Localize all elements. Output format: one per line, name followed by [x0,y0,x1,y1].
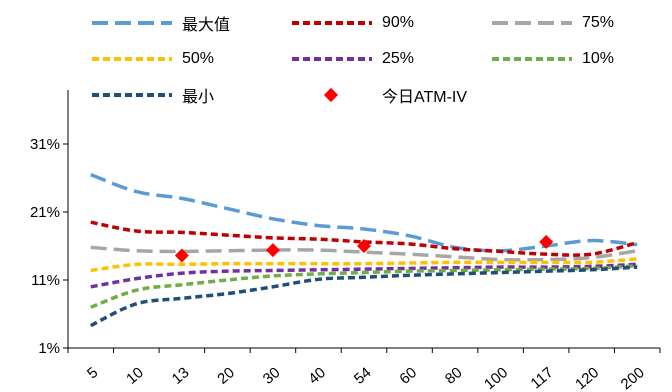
series-line-p25 [90,262,638,289]
legend-item-p90: 90% [292,10,414,36]
legend-item-atm-iv: 今日ATM-IV [292,82,467,108]
series-line-p10 [90,263,638,309]
x-tick-label: 117 [527,364,556,392]
series-line-p90 [90,220,638,257]
atm-iv-marker [539,234,554,249]
x-tick-label: 40 [305,364,329,388]
legend-swatch-max [92,21,172,25]
legend-label-atm-iv: 今日ATM-IV [382,89,468,106]
atm-iv-marker [357,239,371,253]
legend-label-p75: 75% [582,14,615,31]
x-tick-label: 60 [396,364,420,388]
legend-swatch-p25 [292,57,372,61]
x-tick-label: 80 [442,364,466,388]
x-tick-label: 30 [260,364,284,388]
x-tick-label: 20 [214,364,238,388]
x-tick-label: 100 [481,364,511,392]
y-tick-label: 21% [30,204,60,221]
legend-item-p25: 25% [292,46,414,72]
legend-item-p10: 10% [492,46,614,72]
legend-label-p90: 90% [382,14,415,31]
y-tick-label: 31% [30,136,60,153]
x-tick-label: 200 [618,364,648,392]
chart-legend: 最大值 90% 75% 50% 25% 10% 最小 [0,0,672,110]
x-tick-label: 5 [84,364,101,382]
atm-iv-marker [265,243,280,258]
x-tick-label: 120 [572,364,602,392]
series-line-p50 [90,257,638,273]
legend-label-p50: 50% [182,50,215,67]
legend-item-p50: 50% [92,46,214,72]
atm-iv-marker [174,248,189,263]
legend-label-p10: 10% [582,50,615,67]
legend-label-min: 最小 [182,89,215,106]
x-tick-label: 54 [351,364,375,388]
legend-label-max: 最大值 [182,17,231,34]
legend-swatch-p90 [292,21,372,25]
series-line-min [89,265,638,328]
legend-item-max: 最大值 [92,10,230,36]
legend-swatch-p75 [492,21,572,25]
legend-label-p25: 25% [382,50,415,67]
y-tick-label: 11% [31,272,60,289]
legend-swatch-p50 [92,57,172,61]
y-tick-label: 1% [38,340,60,357]
legend-item-p75: 75% [492,10,614,36]
legend-item-min: 最小 [92,82,214,108]
x-tick-label: 10 [123,364,147,388]
legend-swatch-min [92,93,172,97]
legend-swatch-p10 [492,57,572,61]
x-tick-label: 13 [169,364,193,388]
